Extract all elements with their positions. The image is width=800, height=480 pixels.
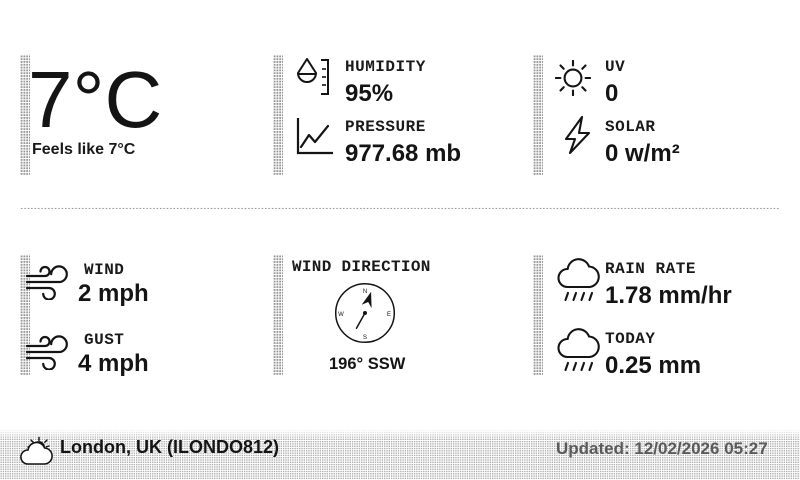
svg-text:W: W <box>338 312 344 318</box>
svg-text:S: S <box>363 335 367 341</box>
svg-text:E: E <box>387 312 391 318</box>
svg-text:N: N <box>363 289 367 295</box>
